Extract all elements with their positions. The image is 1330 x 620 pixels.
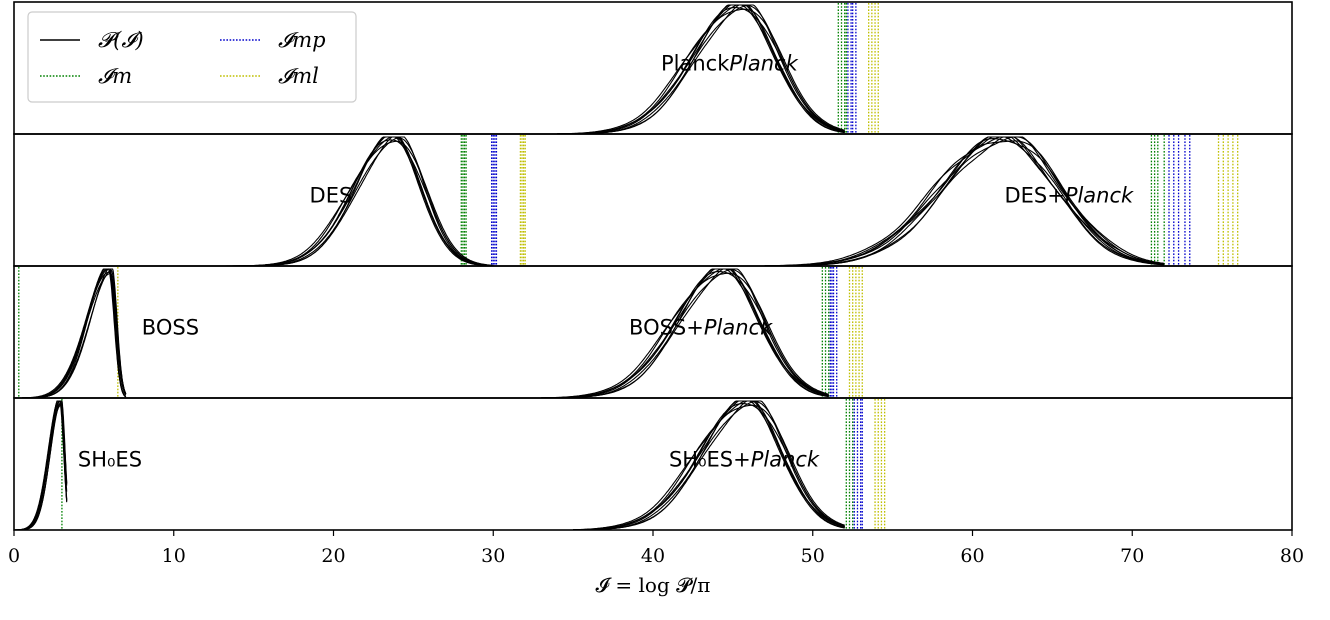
legend-box xyxy=(27,11,357,103)
legend-label: 𝓘m xyxy=(98,64,132,88)
dataset-label: BOSS xyxy=(142,316,199,340)
posterior-curve xyxy=(573,400,845,530)
legend-label: 𝓘ml xyxy=(278,64,319,88)
x-tick-label: 0 xyxy=(8,545,20,567)
dataset-label: SH₀ES+Planck xyxy=(669,448,820,472)
dataset-label: PlanckPlanck xyxy=(661,52,799,76)
posterior-curve xyxy=(764,136,1165,266)
panel-1: PlanckPlanck xyxy=(13,1,1293,135)
x-tick-label: 30 xyxy=(481,545,505,567)
legend: 𝓟(𝓘) 𝓘m 𝓘mp 𝓘ml xyxy=(27,11,357,103)
dataset-label: DES+Planck xyxy=(1004,184,1134,208)
x-tick-label: 20 xyxy=(321,545,345,567)
x-tick-label: 80 xyxy=(1280,545,1304,567)
posterior-curve xyxy=(541,272,829,398)
posterior-curve xyxy=(573,404,845,530)
x-tick-label: 70 xyxy=(1120,545,1144,567)
posterior-curve xyxy=(541,268,829,398)
posterior-curve xyxy=(764,136,1165,266)
x-tick-label: 40 xyxy=(641,545,665,567)
dataset-label: DES xyxy=(310,184,353,208)
x-tick-label: 10 xyxy=(162,545,186,567)
x-tick-label: 50 xyxy=(801,545,825,567)
posterior-curve xyxy=(557,8,845,134)
dataset-label: SH₀ES xyxy=(78,448,142,472)
posterior-curve xyxy=(764,140,1165,266)
dataset-label: BOSS+Planck xyxy=(629,316,773,340)
legend-label: 𝓘mp xyxy=(278,28,326,52)
x-axis-label: 𝓘 = log 𝓟/π xyxy=(596,573,711,597)
posterior-curve xyxy=(557,4,845,134)
posterior-curve xyxy=(22,272,127,398)
legend-label: 𝓟(𝓘) xyxy=(98,28,144,52)
panel-2: DES DES+Planck xyxy=(13,133,1293,267)
posterior-curve xyxy=(221,140,494,266)
x-tick-label: 60 xyxy=(960,545,984,567)
